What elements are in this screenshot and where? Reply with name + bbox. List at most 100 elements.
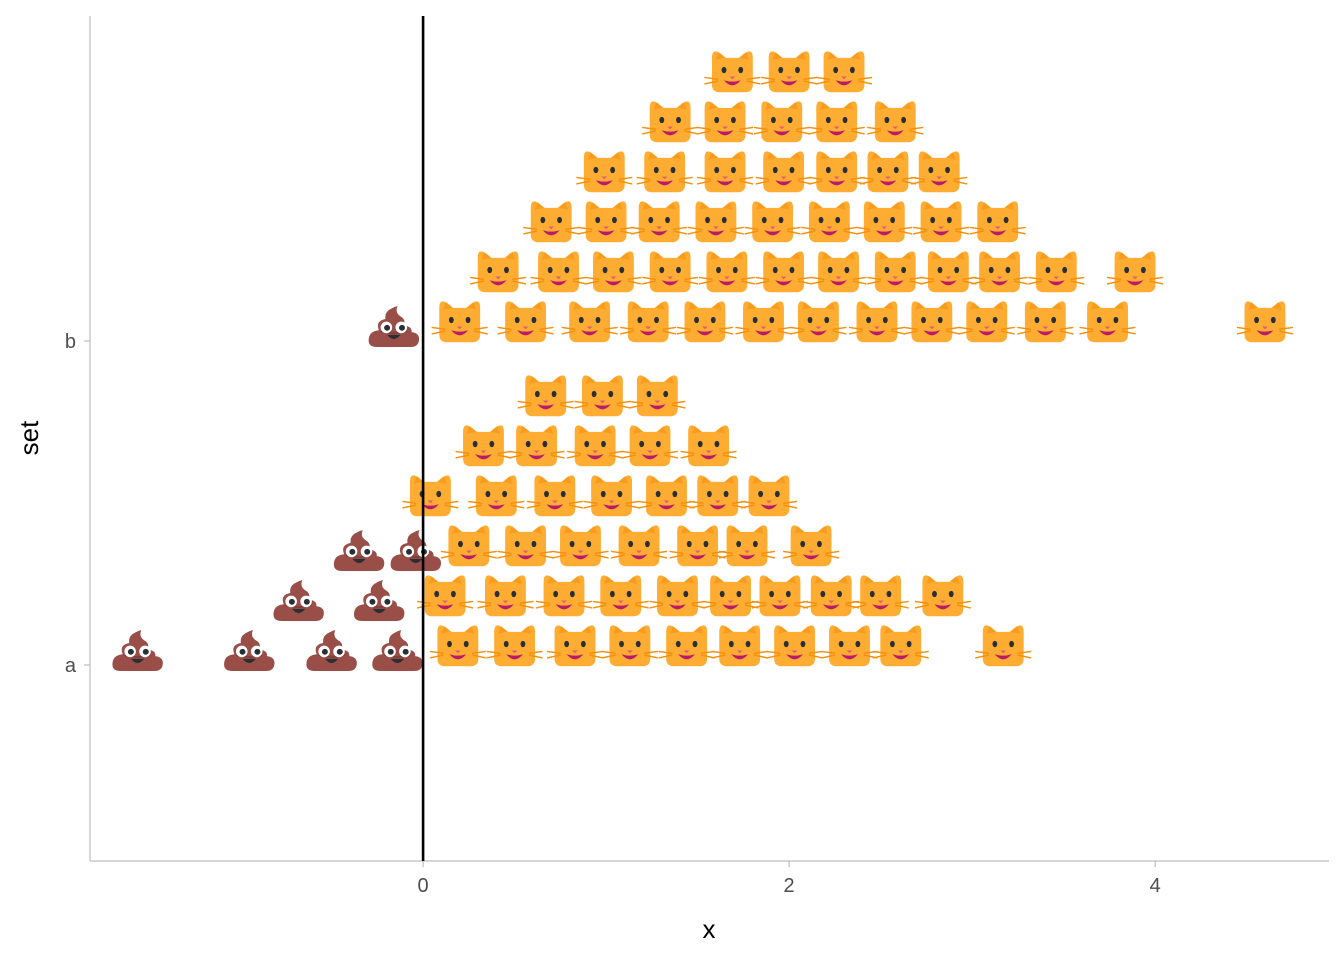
cat-emoji-point bbox=[523, 200, 580, 244]
y-ticks: ab bbox=[65, 331, 90, 677]
cat-emoji-point bbox=[920, 250, 977, 294]
cat-emoji-point bbox=[867, 250, 924, 294]
cat-emoji-point bbox=[1107, 250, 1164, 294]
cat-emoji-point bbox=[470, 250, 527, 294]
cat-emoji-point bbox=[574, 374, 631, 418]
cat-emoji-point bbox=[911, 150, 968, 194]
y-tick-label: a bbox=[65, 655, 77, 677]
poop-emoji-point bbox=[111, 630, 164, 671]
cat-emoji-point bbox=[689, 474, 746, 518]
cat-emoji-point bbox=[638, 474, 695, 518]
cat-emoji-point bbox=[585, 250, 642, 294]
cat-emoji-point bbox=[552, 524, 609, 568]
cat-emoji-point bbox=[687, 200, 744, 244]
cat-emoji-point bbox=[821, 624, 878, 668]
poop-emoji-point bbox=[389, 530, 442, 571]
cat-emoji-point bbox=[735, 300, 792, 344]
x-ticks: 0 2 4 bbox=[418, 861, 1161, 897]
cat-emoji-point bbox=[872, 624, 929, 668]
cat-emoji-point bbox=[676, 300, 733, 344]
cat-emoji-point bbox=[440, 524, 497, 568]
series-a bbox=[111, 374, 1032, 671]
cat-emoji-point bbox=[611, 524, 668, 568]
poop-emoji-point bbox=[333, 530, 385, 571]
cat-emoji-point bbox=[859, 150, 916, 194]
cat-emoji-point bbox=[810, 250, 867, 294]
cat-emoji-point bbox=[971, 250, 1028, 294]
chart-marks bbox=[111, 50, 1293, 671]
cat-emoji-point bbox=[497, 300, 554, 344]
cat-emoji-point bbox=[783, 524, 840, 568]
cat-emoji-point bbox=[1236, 300, 1293, 344]
cat-emoji-point bbox=[744, 200, 801, 244]
poop-emoji-point bbox=[305, 630, 358, 671]
cat-emoji-point bbox=[801, 200, 858, 244]
cat-emoji-point bbox=[1028, 250, 1085, 294]
cat-emoji-point bbox=[816, 50, 873, 94]
cat-emoji-point bbox=[417, 574, 474, 618]
cat-emoji-point bbox=[1017, 300, 1074, 344]
cat-emoji-point bbox=[913, 200, 970, 244]
poop-emoji-point bbox=[353, 580, 406, 621]
cat-emoji-point bbox=[530, 250, 587, 294]
cat-emoji-point bbox=[969, 200, 1026, 244]
cat-emoji-point bbox=[546, 624, 603, 668]
cat-emoji-point bbox=[561, 300, 618, 344]
cat-emoji-point bbox=[1079, 300, 1136, 344]
cat-emoji-point bbox=[592, 574, 649, 618]
cat-emoji-point bbox=[620, 300, 677, 344]
cat-emoji-point bbox=[429, 624, 486, 668]
cat-emoji-point bbox=[567, 424, 624, 468]
cat-emoji-point bbox=[848, 300, 905, 344]
poop-emoji-point bbox=[371, 630, 424, 671]
cat-emoji-point bbox=[431, 300, 488, 344]
cat-emoji-point bbox=[740, 474, 797, 518]
cat-emoji-point bbox=[698, 250, 755, 294]
cat-emoji-point bbox=[642, 100, 699, 144]
y-tick-label: b bbox=[65, 331, 76, 353]
poop-emoji-point bbox=[367, 306, 420, 347]
x-tick-label: 4 bbox=[1150, 875, 1161, 897]
cat-emoji-point bbox=[658, 624, 715, 668]
cat-emoji-point bbox=[852, 574, 909, 618]
cat-emoji-point bbox=[903, 300, 960, 344]
cat-emoji-point bbox=[497, 524, 554, 568]
cat-emoji-point bbox=[636, 150, 693, 194]
cat-emoji-point bbox=[867, 100, 924, 144]
cat-emoji-point bbox=[808, 100, 865, 144]
cat-emoji-point bbox=[468, 474, 525, 518]
cat-emoji-point bbox=[697, 100, 754, 144]
cat-emoji-point bbox=[755, 250, 812, 294]
cat-emoji-point bbox=[753, 100, 810, 144]
cat-emoji-point bbox=[536, 574, 593, 618]
cat-emoji-point bbox=[914, 574, 971, 618]
cat-emoji-point bbox=[517, 374, 574, 418]
cat-emoji-point bbox=[958, 300, 1015, 344]
cat-emoji-point bbox=[803, 574, 860, 618]
cat-emoji-point bbox=[402, 474, 459, 518]
cat-emoji-point bbox=[755, 150, 812, 194]
cat-emoji-point bbox=[455, 424, 512, 468]
cat-emoji-point bbox=[766, 624, 823, 668]
x-tick-label: 0 bbox=[418, 875, 429, 897]
cat-emoji-point bbox=[761, 50, 818, 94]
cat-emoji-point bbox=[629, 374, 686, 418]
cat-emoji-point bbox=[576, 150, 633, 194]
series-b bbox=[367, 50, 1293, 347]
cat-emoji-point bbox=[704, 50, 761, 94]
cat-emoji-point bbox=[669, 524, 726, 568]
cat-emoji-point bbox=[508, 424, 565, 468]
cat-emoji-point bbox=[583, 474, 640, 518]
cat-emoji-point bbox=[477, 574, 534, 618]
cat-emoji-point bbox=[578, 200, 635, 244]
cat-emoji-point bbox=[719, 524, 776, 568]
cat-emoji-point bbox=[975, 624, 1032, 668]
cat-emoji-point bbox=[790, 300, 847, 344]
cat-emoji-point bbox=[601, 624, 658, 668]
y-axis-title: set bbox=[14, 420, 44, 455]
cat-emoji-point bbox=[697, 150, 754, 194]
poop-emoji-point bbox=[272, 580, 325, 621]
cat-emoji-point bbox=[680, 424, 737, 468]
